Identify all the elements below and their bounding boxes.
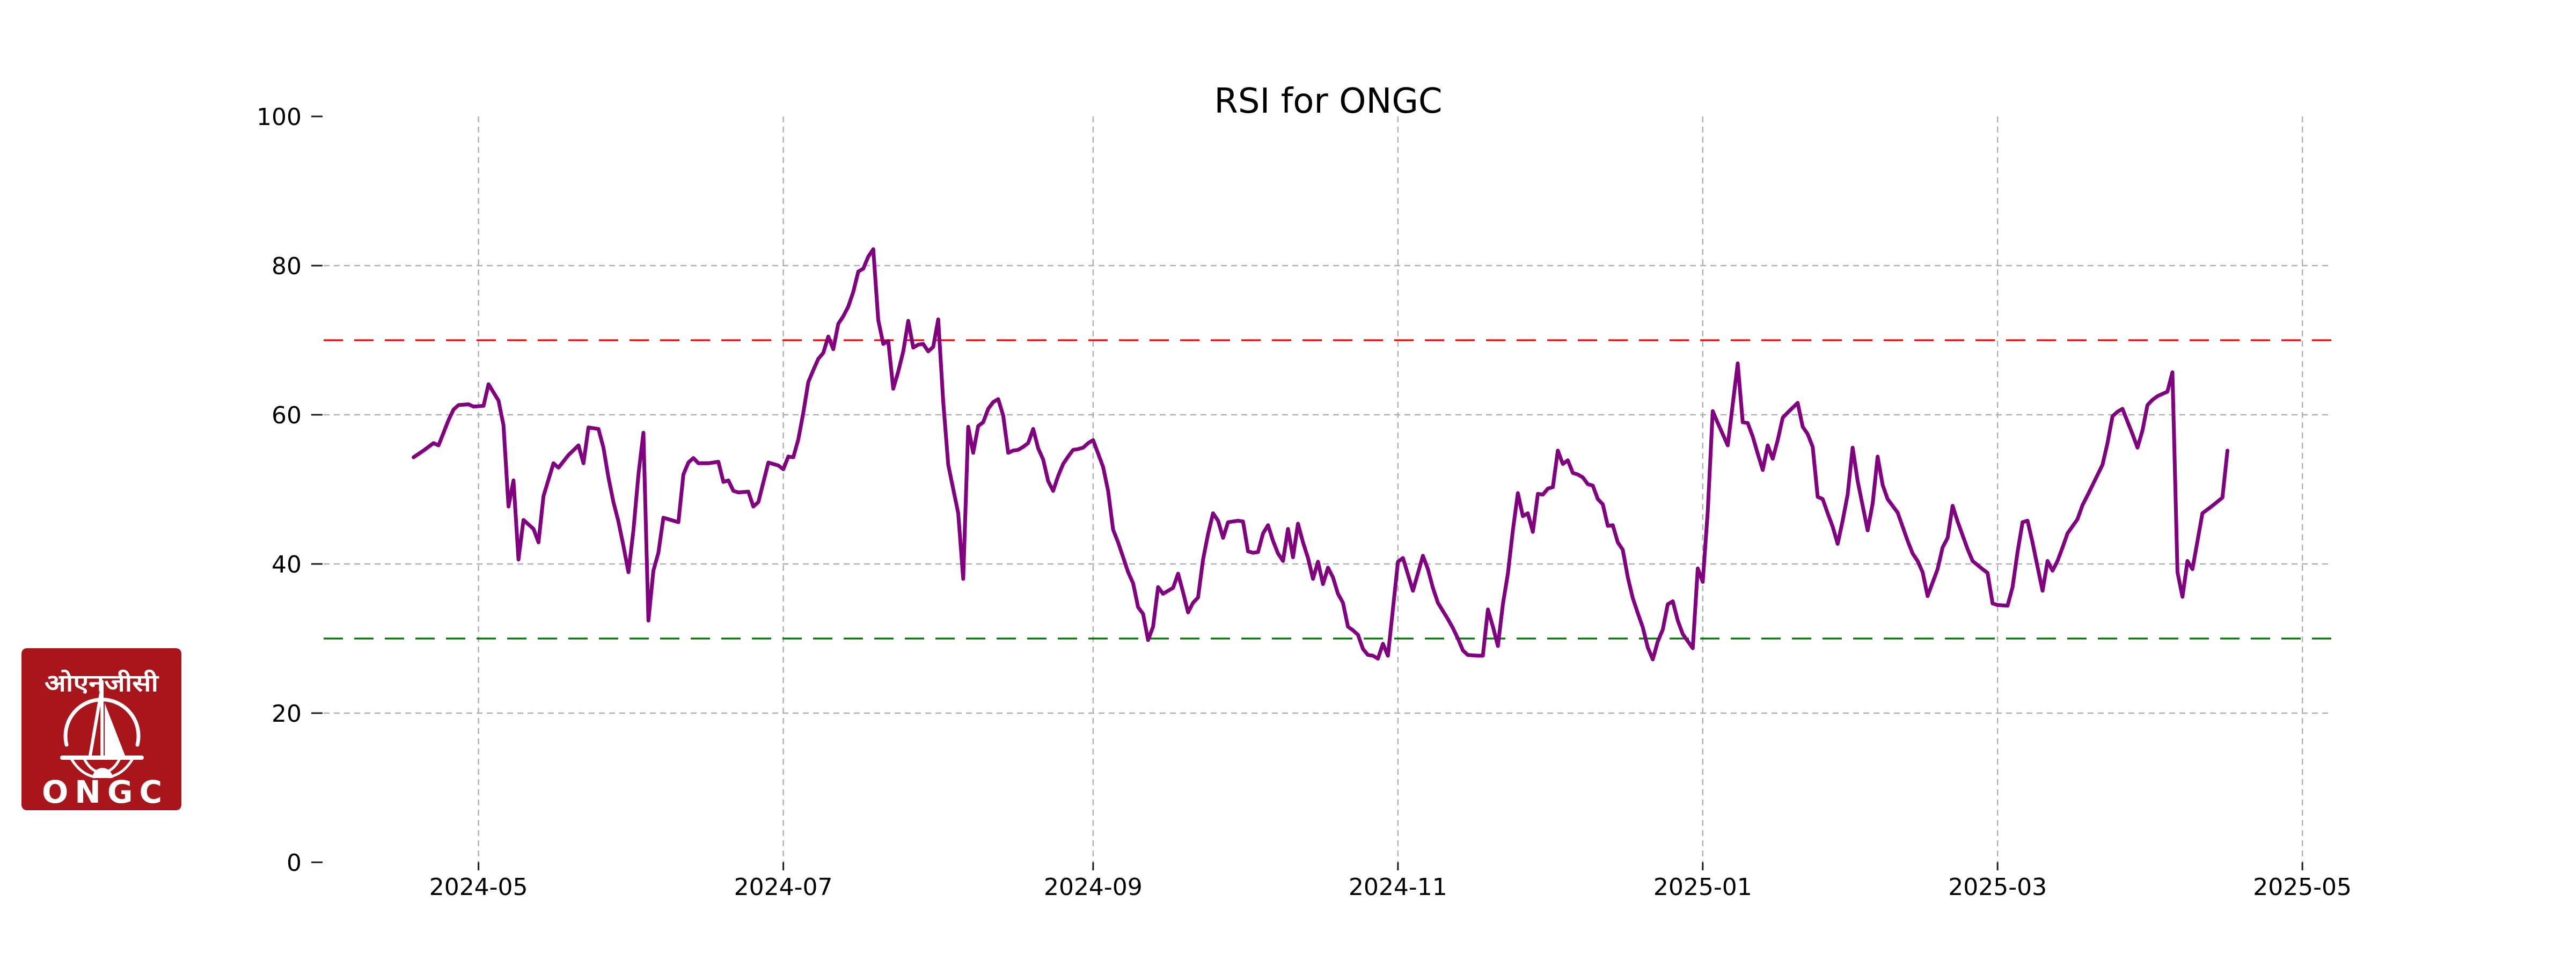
chart-title: RSI for ONGC bbox=[1214, 82, 1442, 121]
x-tick-label-2025-03: 2025-03 bbox=[1948, 874, 2047, 901]
oil-derrick-icon bbox=[60, 680, 144, 779]
x-tick-label-2025-05: 2025-05 bbox=[2253, 874, 2352, 901]
derrick-ray-left-outer bbox=[70, 758, 96, 779]
x-tick-label-2024-07: 2024-07 bbox=[734, 874, 833, 901]
rsi-line bbox=[412, 247, 2229, 662]
y-tick-label-60: 60 bbox=[272, 402, 302, 429]
y-tick-label-40: 40 bbox=[272, 551, 302, 578]
x-tick-label-2024-11: 2024-11 bbox=[1349, 874, 1447, 901]
derrick-left-leg bbox=[89, 692, 103, 757]
y-tick-label-80: 80 bbox=[272, 253, 302, 280]
y-tick-label-0: 0 bbox=[287, 849, 302, 877]
derrick-dome bbox=[92, 768, 113, 778]
ongc-logo: ओएनजीसी ONGC bbox=[21, 648, 181, 810]
x-tick-label-2024-09: 2024-09 bbox=[1044, 874, 1143, 901]
x-tick-label-2025-01: 2025-01 bbox=[1653, 874, 1752, 901]
derrick-sail bbox=[105, 703, 125, 756]
gridlines bbox=[324, 116, 2332, 862]
axis-tick-labels: 0 20 40 60 80 100 2024-05 2024-07 2024-09 2024-11… bbox=[257, 104, 2352, 901]
y-tick-label-20: 20 bbox=[272, 700, 302, 728]
y-tick-label-100: 100 bbox=[257, 104, 302, 131]
rsi-line-series bbox=[412, 247, 2229, 662]
reference-lines bbox=[324, 339, 2332, 640]
x-tick-label-2024-05: 2024-05 bbox=[429, 874, 528, 901]
logo-latin-text: ONGC bbox=[42, 774, 169, 810]
axis-ticks bbox=[311, 115, 2303, 870]
